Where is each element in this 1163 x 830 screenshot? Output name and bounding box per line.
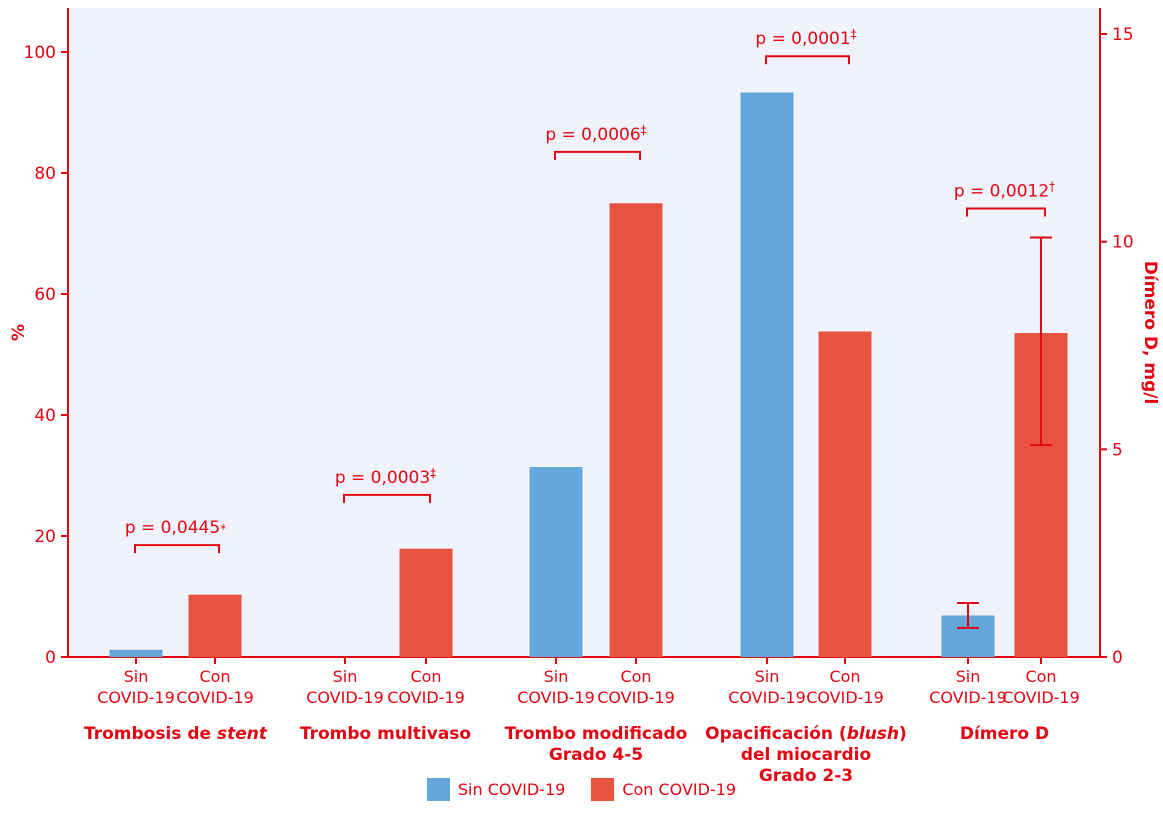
category-label-g2-1-line0: Con <box>620 667 651 686</box>
category-label-g4-0-line0: Sin <box>956 667 981 686</box>
pvalue-mark: ‡ <box>430 466 436 480</box>
pvalue-label-3: p = 0,0001‡ <box>755 27 856 49</box>
category-label-g2-0-line0: Sin <box>544 667 569 686</box>
category-label-g3-1-line0: Con <box>829 667 860 686</box>
pvalue-label-1: p = 0,0003‡ <box>335 466 436 488</box>
category-label-g0-0-line1: COVID-19 <box>97 688 175 707</box>
category-label-g4-1-line1: COVID-19 <box>1002 688 1080 707</box>
right-axis-title: Dímero D, mg/l <box>1140 261 1160 405</box>
group-label-1-line0: Trombo multivaso <box>300 724 471 744</box>
category-label-g1-1-line0: Con <box>410 667 441 686</box>
pvalue-text: p = 0,0003 <box>335 468 430 488</box>
group-label-segment: blush <box>847 724 899 744</box>
category-label-g0-1-line0: Con <box>199 667 230 686</box>
legend-label-sin: Sin COVID-19 <box>457 780 566 799</box>
right-tick-label-0: 0 <box>1112 648 1123 668</box>
legend-swatch-sin <box>426 778 450 801</box>
left-tick-label-5: 100 <box>24 43 56 63</box>
group-label-3-line1: del miocardio <box>741 745 871 765</box>
pvalue-text: p = 0,0006 <box>545 125 640 145</box>
category-label-g1-1-line1: COVID-19 <box>387 688 465 707</box>
group-label-segment: stent <box>217 724 268 744</box>
category-label-g0-0-line0: Sin <box>124 667 149 686</box>
pvalue-bracket-3 <box>765 55 850 65</box>
group-label-segment: Grado 4-5 <box>549 745 643 765</box>
legend-label-con: Con COVID-19 <box>622 780 737 799</box>
pvalue-mark: ‡ <box>851 27 857 41</box>
left-tick-label-0: 0 <box>45 648 56 668</box>
legend-swatch-con <box>591 778 615 801</box>
left-tick-label-1: 20 <box>34 527 56 547</box>
group-label-segment: Grado 2-3 <box>759 766 853 786</box>
legend-item-sin: Sin COVID-19 <box>426 778 566 801</box>
left-tick-label-3: 60 <box>34 285 56 305</box>
plot-area <box>68 8 1100 657</box>
category-label-g3-1-line1: COVID-19 <box>806 688 884 707</box>
legend-item-con: Con COVID-19 <box>591 778 736 801</box>
pvalue-label-4: p = 0,0012† <box>954 179 1055 201</box>
pvalue-bracket-2 <box>554 150 641 160</box>
group-label-segment: Dímero D <box>960 724 1049 744</box>
legend: Sin COVID-19 Con COVID-19 <box>0 778 1163 801</box>
pvalue-text: p = 0,0001 <box>755 29 850 49</box>
category-label-g4-1-line0: Con <box>1025 667 1056 686</box>
left-tick-label-2: 40 <box>34 406 56 426</box>
group-label-0-line0: Trombosis de stent <box>84 724 268 744</box>
category-label-g4-0-line1: COVID-19 <box>929 688 1007 707</box>
group-label-3-line2: Grado 2-3 <box>759 766 853 786</box>
category-label-g0-1-line1: COVID-19 <box>176 688 254 707</box>
bar-g1-con <box>399 548 453 657</box>
bar-g3-con <box>818 331 872 657</box>
bar-g0-con <box>188 594 242 657</box>
category-label-g1-0-line1: COVID-19 <box>306 688 384 707</box>
pvalue-text: p = 0,0012 <box>954 181 1049 201</box>
group-label-segment: Trombo multivaso <box>300 724 471 744</box>
pvalue-bracket-0 <box>134 544 220 554</box>
group-label-segment: del miocardio <box>741 745 871 765</box>
group-label-2-line0: Trombo modificado <box>505 724 688 744</box>
group-label-4-line0: Dímero D <box>960 724 1049 744</box>
pvalue-mark: * <box>220 522 226 536</box>
group-label-segment: Trombosis de <box>84 724 217 744</box>
bar-g2-sin <box>529 467 583 657</box>
bar-g3-sin <box>740 92 794 657</box>
right-tick-label-3: 15 <box>1112 25 1134 45</box>
pvalue-bracket-4 <box>966 207 1046 217</box>
pvalue-mark: † <box>1049 179 1055 193</box>
right-tick-label-2: 10 <box>1112 233 1134 253</box>
right-tick-label-1: 5 <box>1112 440 1123 460</box>
bar-g0-sin <box>109 649 163 657</box>
category-label-g2-0-line1: COVID-19 <box>517 688 595 707</box>
left-tick-label-4: 80 <box>34 164 56 184</box>
pvalue-label-0: p = 0,0445* <box>125 518 226 538</box>
group-label-2-line1: Grado 4-5 <box>549 745 643 765</box>
category-label-g3-0-line0: Sin <box>755 667 780 686</box>
category-label-g2-1-line1: COVID-19 <box>597 688 675 707</box>
pvalue-label-2: p = 0,0006‡ <box>545 123 646 145</box>
left-axis-title: % <box>9 324 29 341</box>
category-label-g3-0-line1: COVID-19 <box>728 688 806 707</box>
group-label-segment: Trombo modificado <box>505 724 688 744</box>
group-label-segment: Opacificación ( <box>705 724 847 744</box>
pvalue-text: p = 0,0445 <box>125 518 220 538</box>
pvalue-bracket-1 <box>343 493 431 503</box>
bar-g2-con <box>609 203 663 657</box>
pvalue-mark: ‡ <box>641 123 647 137</box>
group-label-3-line0: Opacificación (blush) <box>705 724 907 744</box>
category-label-g1-0-line0: Sin <box>333 667 358 686</box>
group-label-segment: ) <box>899 724 907 744</box>
